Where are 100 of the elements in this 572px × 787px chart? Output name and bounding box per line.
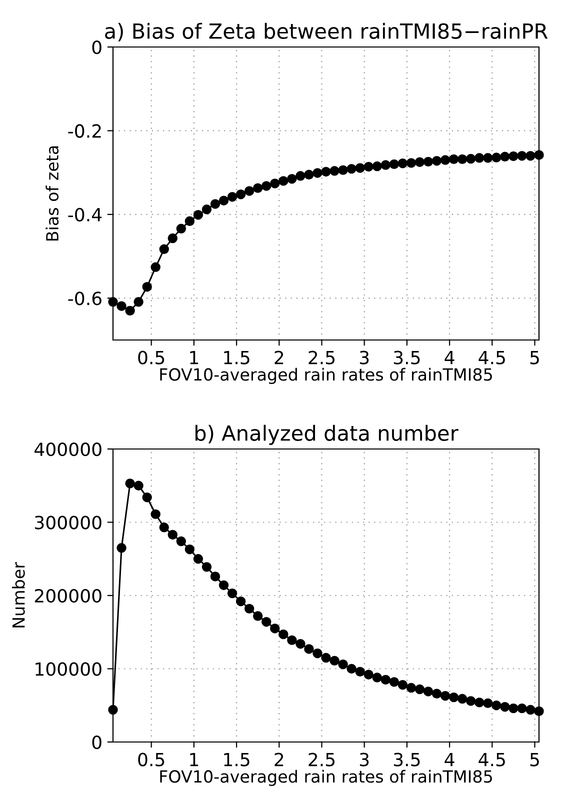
point: [440, 690, 450, 701]
point: [321, 166, 331, 177]
x-tick-label: 2.5: [308, 752, 335, 766]
point: [380, 674, 390, 685]
point: [125, 306, 135, 316]
point: [457, 154, 468, 164]
point: [492, 152, 502, 162]
point: [500, 152, 510, 162]
point: [372, 161, 382, 172]
point: [304, 170, 314, 180]
point: [218, 196, 229, 206]
x-tick-label: 1.5: [224, 752, 250, 766]
point: [262, 617, 272, 627]
point: [355, 666, 365, 677]
point: [466, 154, 476, 164]
point: [270, 624, 280, 634]
x-tick-label: 3: [360, 350, 369, 364]
point: [474, 698, 484, 708]
point: [218, 580, 229, 590]
point: [492, 700, 502, 710]
point: [125, 478, 135, 488]
point: [312, 168, 322, 178]
point: [500, 702, 510, 712]
point: [338, 659, 348, 670]
point: [526, 704, 536, 715]
point: [150, 262, 160, 272]
y-tick-label: -0.6: [68, 292, 102, 306]
x-tick-label: 3: [360, 752, 369, 766]
point: [534, 706, 544, 716]
point: [423, 156, 434, 167]
point: [483, 698, 493, 708]
point: [338, 165, 348, 175]
point: [176, 224, 186, 234]
point: [517, 703, 527, 714]
point: [346, 164, 356, 174]
x-tick-label: 0.5: [138, 752, 164, 766]
point: [432, 688, 442, 699]
point: [304, 644, 314, 654]
point: [330, 166, 340, 176]
point: [414, 157, 425, 167]
point: [364, 670, 374, 680]
x-tick-label: 0.5: [138, 350, 164, 364]
x-tick-label: 2: [274, 350, 284, 364]
x-tick-label: 1: [190, 752, 198, 766]
x-tick-label: 5: [530, 752, 539, 766]
point: [321, 652, 331, 663]
x-tick-label: 3.5: [394, 350, 420, 364]
point: [287, 635, 297, 646]
x-tick-label: 5: [530, 350, 539, 364]
point: [406, 158, 416, 168]
y-tick-label: 0: [92, 40, 102, 54]
point: [355, 163, 365, 173]
point: [244, 604, 254, 614]
point: [278, 629, 288, 640]
point: [398, 680, 408, 690]
point: [193, 554, 204, 564]
x-tick-label: 4.5: [478, 350, 505, 364]
point: [440, 155, 450, 165]
point: [406, 682, 416, 693]
x-tick-label: 4: [444, 350, 454, 364]
point: [210, 199, 220, 209]
point: [389, 159, 400, 170]
chart-title: b) Analyzed data number: [196, 424, 458, 445]
point: [534, 150, 544, 160]
point: [150, 509, 160, 520]
y-axis-title: Bias of zeta: [46, 146, 59, 241]
x-tick-label: 2: [274, 752, 284, 766]
point: [202, 562, 212, 572]
point: [330, 656, 340, 666]
point: [448, 154, 459, 164]
x-tick-label: 4: [444, 752, 454, 766]
y-tick-label: -0.4: [68, 208, 102, 222]
point: [168, 530, 178, 540]
x-axis-title: FOV10-averaged rain rates of rainTMI85: [160, 770, 492, 786]
point: [210, 572, 220, 582]
point: [116, 543, 126, 553]
point: [508, 151, 518, 162]
y-axis-title: Number: [12, 562, 25, 628]
point: [227, 192, 238, 202]
point: [252, 183, 263, 193]
point: [483, 153, 493, 163]
point: [448, 692, 459, 702]
point: [142, 492, 152, 502]
point: [202, 204, 212, 214]
point: [508, 703, 518, 714]
point: [346, 664, 356, 674]
point: [296, 638, 306, 649]
y-tick-label: 300000: [35, 516, 102, 530]
point: [389, 677, 400, 687]
point: [184, 544, 195, 554]
point: [517, 150, 527, 161]
point: [432, 156, 442, 166]
point: [474, 153, 484, 163]
point: [116, 301, 126, 311]
point: [236, 189, 246, 200]
point: [457, 694, 468, 704]
point: [312, 648, 322, 658]
point: [270, 178, 280, 188]
point: [168, 233, 178, 244]
x-tick-label: 4.5: [478, 752, 505, 766]
